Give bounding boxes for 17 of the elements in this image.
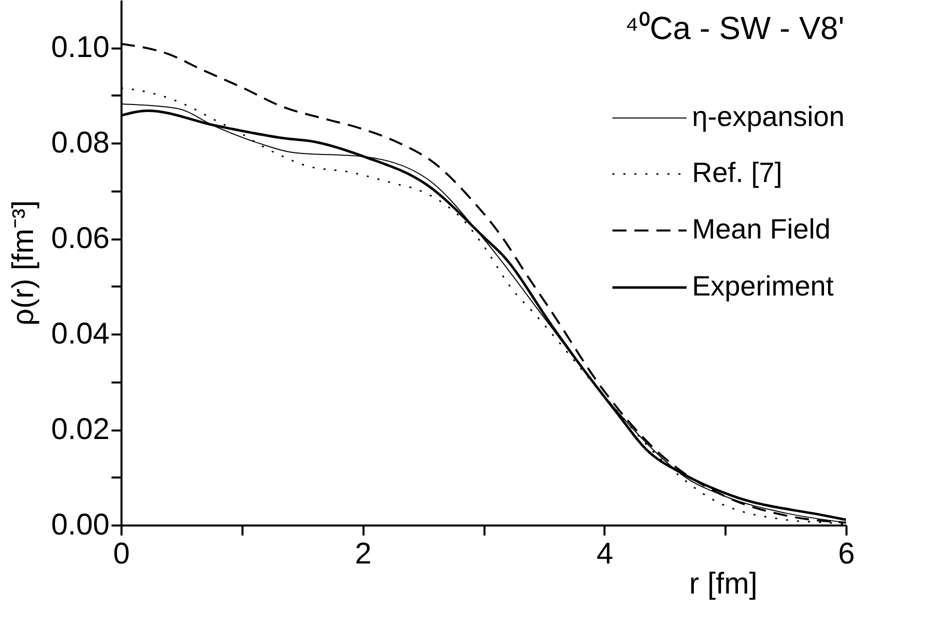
y-axis-title: ρ(r) [fm⁻³]: [7, 200, 40, 326]
x-axis-title: r [fm]: [689, 568, 758, 600]
y-tick-label: 0.06: [51, 222, 110, 256]
x-tick-label: 4: [596, 538, 614, 570]
x-tick-label: 6: [838, 538, 855, 570]
x-tick-label: 0: [113, 538, 130, 570]
legend-label: Ref. [7]: [692, 157, 782, 188]
y-tick-label: 0.02: [51, 413, 110, 446]
legend-label: η-expansion: [692, 101, 845, 132]
x-tick-label: 2: [354, 538, 372, 570]
chart-title: ⁴⁰Ca - SW - V8': [625, 10, 844, 46]
y-tick-label: 0.00: [51, 508, 110, 542]
y-tick-label: 0.08: [51, 126, 110, 160]
legend-label: Mean Field: [692, 214, 831, 244]
y-tick-label: 0.04: [51, 318, 110, 351]
y-tick-label: 0.10: [51, 31, 110, 64]
legend-label: Experiment: [692, 270, 834, 302]
